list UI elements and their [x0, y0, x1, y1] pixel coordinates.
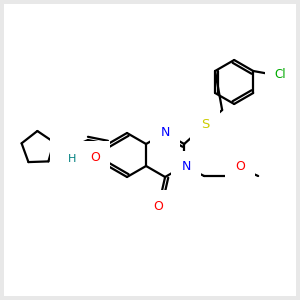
- Text: O: O: [235, 160, 245, 173]
- Text: N: N: [60, 146, 70, 158]
- Text: O: O: [90, 151, 100, 164]
- Text: O: O: [153, 200, 163, 212]
- Text: Cl: Cl: [274, 68, 286, 82]
- Text: N: N: [160, 125, 170, 139]
- Text: N: N: [182, 160, 191, 173]
- Text: H: H: [68, 154, 76, 164]
- Text: S: S: [201, 118, 209, 131]
